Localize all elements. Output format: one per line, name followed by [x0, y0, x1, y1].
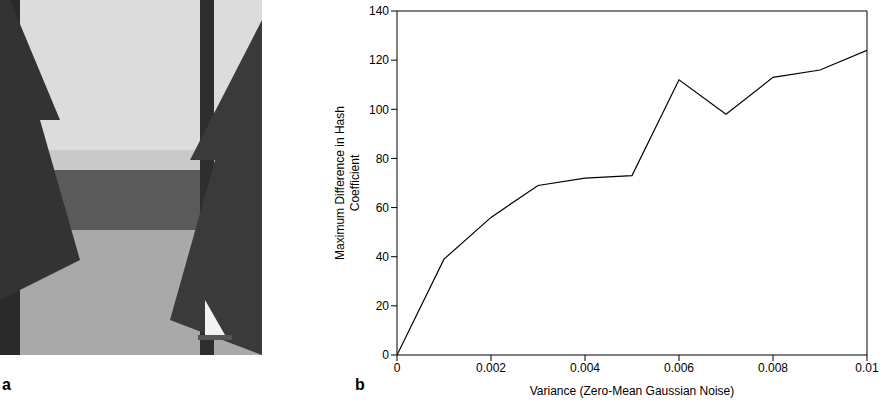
svg-text:60: 60 — [376, 201, 390, 215]
svg-text:80: 80 — [376, 152, 390, 166]
svg-text:40: 40 — [376, 250, 390, 264]
svg-text:140: 140 — [369, 4, 389, 18]
svg-text:20: 20 — [376, 299, 390, 313]
svg-text:Variance (Zero-Mean Gaussian N: Variance (Zero-Mean Gaussian Noise) — [530, 384, 735, 398]
svg-text:120: 120 — [369, 53, 389, 67]
svg-text:0.008: 0.008 — [758, 361, 788, 375]
html-text:a: a — [2, 376, 11, 393]
svg-text:0.002: 0.002 — [476, 361, 506, 375]
svg-text:0: 0 — [394, 361, 401, 375]
svg-text:Coefficient: Coefficient — [348, 154, 362, 211]
svg-text:0.004: 0.004 — [570, 361, 600, 375]
svg-text:100: 100 — [369, 103, 389, 117]
svg-text:Maximum Difference in Hash: Maximum Difference in Hash — [333, 106, 347, 260]
svg-text:0: 0 — [382, 348, 389, 362]
html-text:b: b — [355, 376, 365, 393]
svg-text:0.006: 0.006 — [664, 361, 694, 375]
svg-text:0.01: 0.01 — [855, 361, 879, 375]
